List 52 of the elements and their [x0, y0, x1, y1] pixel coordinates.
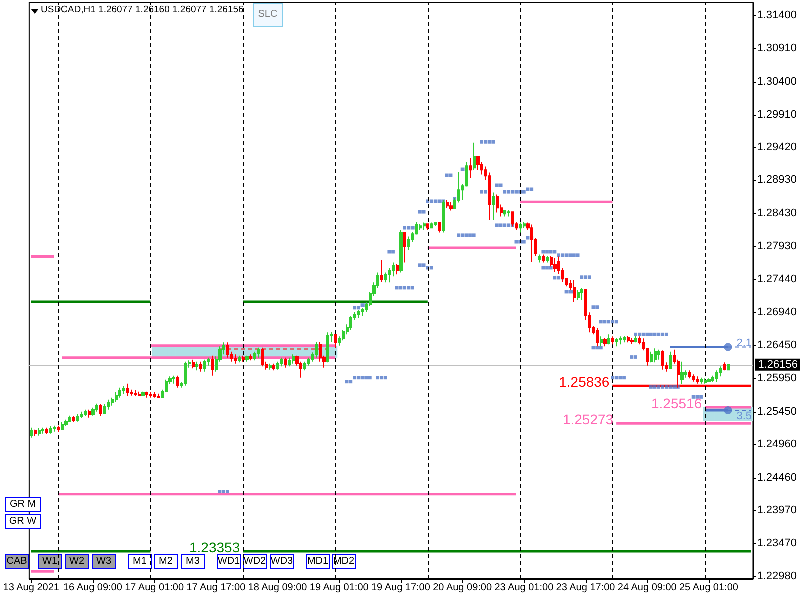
button: M2	[154, 554, 178, 569]
button: CAB	[5, 554, 29, 569]
x-tick-label: 19 Aug 01:00	[310, 582, 370, 594]
x-tick-label: 17 Aug 01:00	[125, 582, 184, 594]
y-tick-label: 1.25450	[757, 406, 798, 418]
chart-title: USDCAD,H1 1.26077 1.26160 1.26077 1.26156	[41, 4, 244, 16]
y-tick-label: 1.29910	[757, 108, 798, 121]
x-tick-label: 23 Aug 01:00	[494, 582, 554, 594]
y-tick-label: 1.22980	[757, 570, 798, 582]
y-tick-label: 1.27930	[757, 240, 798, 253]
button: W1	[38, 554, 62, 569]
y-tick-label: 1.26940	[757, 306, 798, 319]
y-tick-label: 1.24460	[757, 472, 798, 484]
x-tick-label: 13 Aug 2021	[3, 582, 60, 594]
y-tick-label: 1.27440	[757, 273, 798, 286]
x-tick-label: 24 Aug 09:00	[618, 582, 678, 594]
x-tick-label: 17 Aug 17:00	[186, 582, 246, 594]
button: MD2	[332, 554, 356, 569]
x-tick-label: 20 Aug 09:00	[433, 582, 492, 594]
button: WD3	[270, 554, 294, 569]
button: W2	[65, 554, 89, 569]
y-tick-label: 1.29420	[757, 142, 798, 154]
x-tick-label: 23 Aug 17:00	[556, 582, 616, 594]
y-tick-label: 1.30910	[757, 42, 798, 54]
button: GR W	[5, 514, 41, 529]
series-label: 1.25273	[562, 412, 614, 428]
button: GR M	[5, 497, 41, 512]
annotation: 2.1	[736, 337, 752, 350]
y-tick-label: 1.30400	[757, 76, 798, 88]
y-tick-label: 1.23970	[757, 504, 798, 516]
series-label: 1.25516	[652, 395, 702, 412]
x-tick-label: 18 Aug 09:00	[248, 582, 308, 594]
y-tick-label: 1.23470	[757, 538, 798, 550]
x-tick-label: 25 Aug 01:00	[679, 582, 739, 594]
y-tick-label: 1.28430	[757, 207, 798, 220]
button: WD1	[217, 554, 241, 569]
y-tick-label: 1.26450	[757, 339, 798, 352]
series-label: 1.25836	[559, 374, 610, 390]
button: M3	[181, 554, 205, 569]
y-tick-label: 1.31400	[757, 10, 798, 22]
y-tick-label: 1.24960	[757, 438, 798, 450]
y-tick-label: 1.25950	[757, 372, 798, 385]
x-tick-label: 19 Aug 17:00	[371, 582, 431, 594]
ref-line-label: 1.26156	[758, 358, 798, 371]
button: WD2	[243, 554, 267, 569]
series-label: 1.23353	[189, 540, 240, 556]
button: MD1	[306, 554, 330, 569]
y-tick-label: 1.28930	[757, 174, 798, 186]
x-tick-label: 16 Aug 09:00	[63, 582, 123, 594]
button: M1	[128, 554, 152, 569]
button: SLC	[253, 3, 283, 27]
button: W3	[92, 554, 116, 569]
